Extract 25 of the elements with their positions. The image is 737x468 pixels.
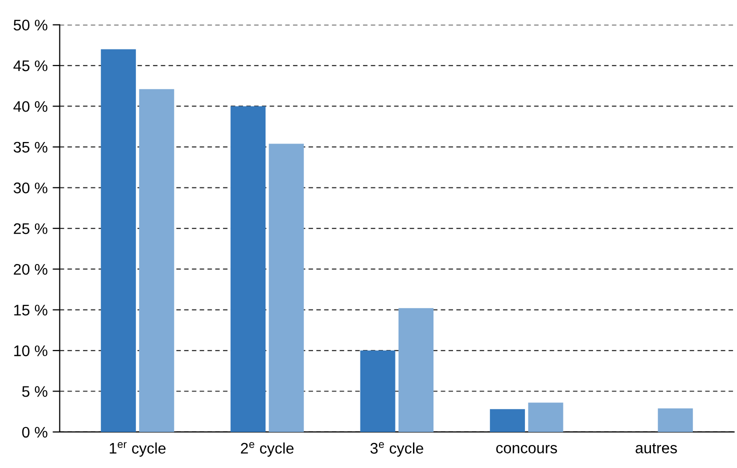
bar: [230, 106, 266, 432]
bar: [658, 408, 693, 432]
y-tick-label: 15 %: [14, 304, 48, 316]
y-tick-label: 30 %: [14, 182, 48, 194]
x-tick-label: 1$^{er}$ cycle: [110, 442, 166, 457]
y-tick-label: 0 %: [22, 426, 48, 438]
x-tick-label: concours: [496, 444, 558, 454]
y-tick-label: 40 %: [13, 101, 48, 112]
bar: [490, 409, 525, 432]
x-tick-label: autres: [636, 443, 677, 454]
y-tick-label: 45 %: [13, 60, 48, 72]
x-tick-label: 3$^{e}$ cycle: [370, 442, 424, 457]
y-tick-label: 5 %: [22, 386, 48, 397]
y-tick-label: 10 %: [14, 345, 48, 356]
y-tick-label: 20 %: [14, 264, 48, 275]
bar: [398, 308, 434, 432]
y-tick-label: 50 %: [14, 20, 48, 30]
bar: [139, 89, 174, 432]
bar: [528, 402, 564, 432]
bar: [268, 144, 304, 432]
x-tick-label: 2$^{e}$ cycle: [240, 442, 294, 457]
y-tick-label: 35 %: [14, 142, 48, 153]
bar: [100, 49, 136, 432]
bar: [360, 350, 396, 432]
y-tick-label: 25 %: [14, 223, 48, 234]
